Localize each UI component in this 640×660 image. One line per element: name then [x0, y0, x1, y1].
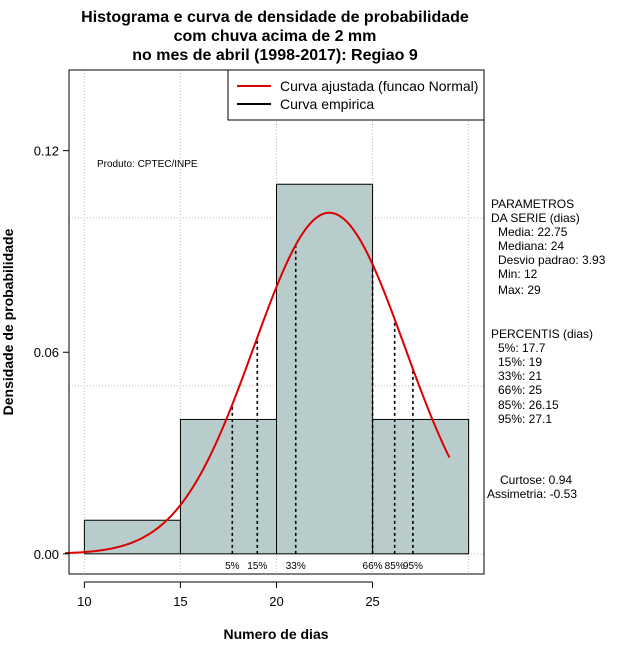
y-axis: 0.00 0.06 0.12: [34, 144, 70, 562]
legend: Curva ajustada (funcao Normal) Curva emp…: [227, 69, 485, 121]
y-tick-label-1: 0.06: [34, 345, 59, 360]
stats-panel: PARAMETROS DA SERIE (dias) Media: 22.75 …: [487, 197, 606, 501]
percentile-label-3: 66%: [363, 561, 383, 572]
normal-curve-line: [65, 211, 451, 555]
x-tick-label-1: 15: [173, 594, 187, 609]
percentil-5: 5%: 17.7: [498, 341, 546, 355]
percentile-label-2: 33%: [286, 561, 306, 572]
percentil-15: 15%: 19: [498, 355, 542, 369]
histogram-bar-0: [83, 519, 181, 555]
y-tick-label-0: 0.00: [34, 547, 59, 562]
param-media: Media: 22.75: [498, 225, 568, 239]
param-min: Min: 12: [498, 267, 538, 281]
legend-box: [227, 69, 485, 121]
assimetria: Assimetria: -0.53: [487, 487, 577, 501]
x-axis: 10 15 20 25: [77, 581, 380, 609]
x-tick-label-2: 20: [269, 594, 283, 609]
x-tick-label-3: 25: [365, 594, 379, 609]
chart-title-line-3: no mes de abril (1998-2017): Regiao 9: [132, 47, 418, 64]
percentile-label-1: 15%: [247, 561, 267, 572]
percentile-markers: 5% 15% 33% 66% 85%95%: [225, 244, 423, 572]
percentil-33: 33%: 21: [498, 369, 542, 383]
y-tick-label-2: 0.12: [34, 144, 59, 159]
params-title-1: PARAMETROS: [491, 197, 574, 211]
percentile-label-0: 5%: [225, 561, 240, 572]
histogram-bar-3: [372, 418, 470, 555]
y-axis-label: Densidade de probabilidade: [0, 228, 16, 415]
percentil-66: 66%: 25: [498, 383, 542, 397]
normal-curve: [65, 211, 451, 555]
x-axis-label: Numero de dias: [223, 626, 328, 642]
histogram-bars: [83, 183, 470, 555]
producer-annotation: Produto: CPTEC/INPE: [97, 159, 198, 170]
legend-label-empirical: Curva empirica: [280, 96, 374, 112]
chart-title-line-1: Histograma e curva de densidade de proba…: [81, 9, 469, 26]
params-title-2: DA SERIE (dias): [491, 211, 580, 225]
param-max: Max: 29: [498, 283, 541, 297]
percentis-title: PERCENTIS (dias): [491, 327, 593, 341]
percentile-label-4: 85%: [385, 561, 405, 572]
param-desvio: Desvio padrao: 3.93: [498, 253, 606, 267]
percentil-85: 85%: 26.15: [498, 398, 559, 412]
legend-label-normal: Curva ajustada (funcao Normal): [280, 78, 478, 94]
percentile-label-5: 95%: [403, 561, 423, 572]
curtose: Curtose: 0.94: [500, 473, 572, 487]
param-mediana: Mediana: 24: [498, 239, 564, 253]
histogram-bar-2: [276, 183, 374, 555]
histogram-bar-1: [179, 418, 277, 555]
percentil-95: 95%: 27.1: [498, 412, 552, 426]
chart-title-line-2: com chuva acima de 2 mm: [174, 28, 377, 45]
x-tick-label-0: 10: [77, 594, 91, 609]
